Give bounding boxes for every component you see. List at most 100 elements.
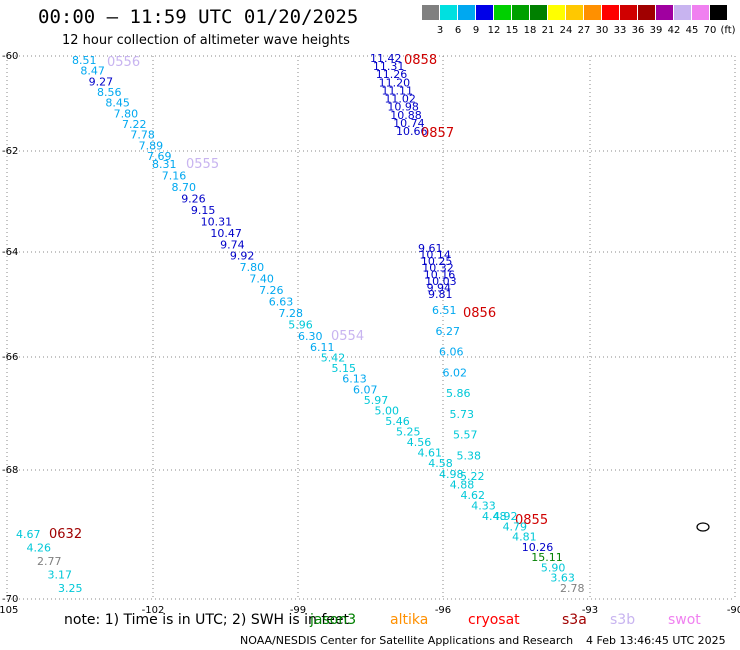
legend-tick: 39 bbox=[649, 25, 663, 36]
wave-height-value: 9.81 bbox=[428, 288, 453, 301]
wave-height-value: 10.16 bbox=[424, 268, 456, 281]
x-tick-label: -96 bbox=[435, 605, 451, 616]
pass-time-label: 0855 bbox=[515, 513, 548, 528]
legend-tick: 30 bbox=[595, 25, 609, 36]
wave-height-value: 5.73 bbox=[450, 408, 475, 421]
wave-height-value: 5.38 bbox=[457, 449, 482, 462]
wave-height-value: 8.47 bbox=[80, 65, 105, 78]
axis-labels: -105 -102 -99 -96 -93 -90 -60 -62 -64 -66 -68 -70 bbox=[0, 51, 740, 616]
wave-height-value: 5.42 bbox=[321, 352, 346, 365]
x-tick-label: -93 bbox=[582, 605, 598, 616]
wave-height-value: 11.31 bbox=[373, 60, 405, 73]
legend-swatch bbox=[440, 5, 457, 20]
wave-height-value: 4.79 bbox=[503, 520, 527, 533]
satellite-s3b: s3b bbox=[610, 612, 636, 628]
wave-height-value: 6.06 bbox=[439, 346, 464, 359]
wave-height-value: 4.33 bbox=[471, 499, 496, 512]
altimeter-tracks: 05568.518.479.278.568.457.807.227.787.89… bbox=[16, 52, 585, 595]
wave-height-value: 6.02 bbox=[443, 366, 468, 379]
wave-height-value: 10.66 bbox=[396, 125, 428, 138]
wave-height-value: 11.26 bbox=[376, 68, 408, 81]
legend-swatch bbox=[530, 5, 547, 20]
wave-height-value: 9.61 bbox=[418, 242, 443, 255]
legend-swatch bbox=[476, 5, 493, 20]
wave-height-value: 5.25 bbox=[396, 426, 421, 439]
pass-0556: 0556 8.518.479.278.568.457.807.227.787.89… bbox=[72, 54, 172, 163]
map-grid bbox=[6, 55, 736, 600]
legend-swatch bbox=[566, 5, 583, 20]
wave-height-value: 9.74 bbox=[220, 238, 245, 251]
wave-height-value: 4.81 bbox=[512, 531, 537, 544]
legend-tick: 3 bbox=[436, 25, 444, 36]
wave-height-value: 7.80 bbox=[114, 107, 138, 120]
pass-time-label: 0555 bbox=[186, 157, 219, 172]
legend-tick: 12 bbox=[487, 25, 501, 36]
wave-height-value: 10.25 bbox=[421, 255, 453, 268]
x-tick-label: -90 bbox=[727, 605, 740, 616]
wave-height-value: 10.03 bbox=[425, 275, 457, 288]
legend-swatch bbox=[638, 5, 655, 20]
wave-height-value: 3.63 bbox=[550, 572, 575, 585]
credit-text: NOAA/NESDIS Center for Satellite Applica… bbox=[240, 634, 574, 647]
wave-height-value: 8.56 bbox=[97, 86, 122, 99]
x-tick-label: -102 bbox=[142, 605, 165, 616]
legend-swatch bbox=[710, 5, 727, 20]
legend-swatch bbox=[458, 5, 475, 20]
legend-tick: 15 bbox=[505, 25, 519, 36]
wave-height-value: 4.58 bbox=[428, 457, 453, 470]
wave-height-value: 10.26 bbox=[522, 541, 554, 554]
legend-swatch bbox=[584, 5, 601, 20]
wave-height-value: 6.63 bbox=[269, 296, 294, 309]
pass-0555: 0555 8.317.168.709.269.1510.3110.479.749.… bbox=[152, 157, 323, 343]
legend-tick: 27 bbox=[577, 25, 591, 36]
legend-tick: 45 bbox=[685, 25, 699, 36]
legend-swatch bbox=[494, 5, 511, 20]
legend-tick: (ft) bbox=[720, 25, 736, 36]
satellite-s3a: s3a bbox=[562, 612, 587, 628]
wave-height-value: 10.98 bbox=[387, 101, 419, 114]
legend-swatch bbox=[620, 5, 637, 20]
pass-0554: 05546.115.425.156.136.075.975.005.465.25… bbox=[310, 329, 507, 523]
wave-height-value: 15.11 bbox=[531, 551, 563, 564]
wave-height-value: 7.80 bbox=[240, 261, 265, 274]
wave-height-value: 10.32 bbox=[422, 262, 454, 275]
wave-height-value: 6.07 bbox=[353, 383, 378, 396]
wave-height-value: 8.70 bbox=[171, 181, 196, 194]
wave-height-value: 5.57 bbox=[453, 429, 478, 442]
wave-height-value: 5.00 bbox=[375, 404, 400, 417]
wave-height-value: 4.98 bbox=[439, 468, 464, 481]
pass-time-label: 0858 bbox=[404, 53, 437, 68]
legend-swatch bbox=[548, 5, 565, 20]
wave-height-value: 2.78 bbox=[560, 582, 585, 595]
wave-height-value: 10.14 bbox=[419, 249, 451, 262]
wave-height-value: 11.20 bbox=[379, 76, 411, 89]
wave-height-value: 4.62 bbox=[461, 489, 486, 502]
legend-swatch bbox=[692, 5, 709, 20]
wave-height-value: 7.40 bbox=[249, 273, 273, 286]
legend-tick: 36 bbox=[631, 25, 645, 36]
y-tick-label: -66 bbox=[2, 352, 18, 363]
wave-height-value: 5.22 bbox=[460, 470, 485, 483]
legend-swatch bbox=[674, 5, 691, 20]
wave-height-value: 7.26 bbox=[259, 284, 284, 297]
wave-height-value: 7.28 bbox=[279, 307, 304, 320]
pass-time-label: 0857 bbox=[421, 126, 454, 141]
island-outline bbox=[696, 522, 710, 532]
satellite-swot: swot bbox=[668, 612, 701, 628]
legend-tick: 70 bbox=[703, 25, 717, 36]
wave-height-value: 9.26 bbox=[181, 192, 206, 205]
pass-0857: 0857 9.6110.1410.2510.3210.1610.039.949.8… bbox=[418, 126, 457, 301]
wave-height-value: 10.74 bbox=[393, 117, 425, 130]
wave-height-value: 4.61 bbox=[418, 447, 443, 460]
wave-height-value: 7.89 bbox=[139, 139, 164, 152]
x-tick-label: -105 bbox=[0, 605, 18, 616]
wave-height-value: 10.88 bbox=[390, 109, 422, 122]
pass-0632: 0632 4.674.262.773.173.25 bbox=[16, 527, 83, 595]
wave-height-value: 5.86 bbox=[446, 387, 471, 400]
x-tick-label: -99 bbox=[290, 605, 306, 616]
wave-height-value: 10.31 bbox=[201, 215, 233, 228]
y-tick-label: -70 bbox=[2, 594, 18, 605]
wave-height-value: 5.46 bbox=[385, 415, 410, 428]
